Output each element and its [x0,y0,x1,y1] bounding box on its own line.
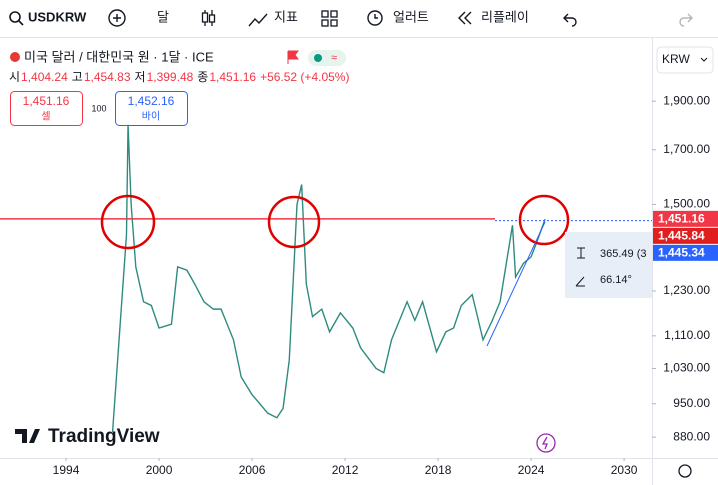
alert-icon[interactable] [367,10,383,26]
y-tick-label: 1,110.00 [664,328,710,342]
y-tick-label: 1,230.00 [663,283,710,297]
ohlc-value: 1,399.48 [147,70,194,84]
sell-price[interactable]: 1,451.16 [23,94,70,108]
measure-angle: 66.14° [600,274,632,286]
alert[interactable]: 얼러트 [393,9,429,24]
price-label-box [653,227,718,244]
ohlc-value: 1,404.24 [21,70,68,84]
search-icon[interactable] [9,11,21,23]
legend-title: 미국 달러 / 대한민국 원 · 1달 · ICE [24,49,214,64]
circle-annotations [100,194,570,250]
currency-caret [700,57,708,62]
indicators[interactable]: 지표 [274,9,298,24]
logo [15,429,40,443]
status-pill [308,50,346,66]
x-tick-label: 2012 [332,463,359,477]
change: +56.52 (+4.05%) [260,70,349,84]
sell-label[interactable]: 셀 [41,111,50,123]
status-wave: ≈ [331,52,337,64]
plot [0,124,652,433]
measure-distance: 365.49 (3 [600,248,646,260]
measure-icon [577,247,585,259]
ohlc-key: 시 [9,70,20,84]
ohlc-key: 종 [197,70,208,84]
toolbar [0,0,718,37]
buy-price[interactable]: 1,452.16 [128,94,175,108]
ohlc-row: 시 1,404.24 고 1,454.83 저 1,399.48 종 1,451.16 +56.… [9,70,349,84]
redo[interactable] [679,13,693,27]
price-label: 1,445.84 [658,229,705,243]
chart-type [208,14,216,23]
buy-label[interactable]: 바이 [142,111,160,123]
x-tick-label: 2000 [146,463,173,477]
watermark: TradingView [48,426,160,447]
flag-icon [10,52,20,62]
replay[interactable]: 리플레이 [481,9,529,24]
x-tick-label: 2030 [611,463,638,477]
y-tick-label: 1,900.00 [663,93,710,107]
events-icon [541,436,548,450]
search-icon [18,20,24,26]
trend-line [486,221,546,347]
add-symbol[interactable] [108,9,126,27]
ohlc-key: 저 [135,70,146,84]
market-open [314,54,322,62]
symbol[interactable]: USDKRW [28,9,87,24]
price-line [111,124,546,433]
x-tick-label: 1994 [53,463,80,477]
sell-button[interactable] [10,91,83,126]
events-icon[interactable] [536,433,556,453]
alert-icon [374,14,378,19]
price-label: 1,445.34 [658,246,705,260]
undo[interactable] [563,13,577,27]
x-tick-label: 2024 [518,463,545,477]
flag[interactable] [287,50,299,64]
y-tick-label: 950.00 [673,396,710,410]
measure-box [565,232,652,298]
x-tick-label: 2018 [425,463,452,477]
buy-button[interactable] [115,91,188,126]
y-tick-label: 1,030.00 [663,361,710,375]
currency[interactable]: KRW [662,52,690,66]
ohlc-value: 1,454.83 [84,70,131,84]
angle-icon [575,276,585,287]
settings[interactable] [678,464,692,478]
price-label: 1,451.16 [658,212,705,226]
ohlc-value: 1,451.16 [209,70,256,84]
x-tick-label: 2006 [239,463,266,477]
currency-button[interactable] [656,46,714,74]
chart-type [201,12,209,23]
y-tick-label: 880.00 [673,429,710,443]
y-tick-label: 1,500.00 [663,197,710,211]
ohlc-key: 고 [72,70,83,84]
y-tick-label: 1,700.00 [663,142,710,156]
interval[interactable]: 달 [157,9,169,24]
layout-icon[interactable] [321,10,338,27]
spread: 100 [91,103,106,113]
replay-icon[interactable] [458,11,472,25]
price-label-box [653,244,718,261]
add-symbol [113,14,121,22]
price-label-box [653,210,718,227]
indicators-icon[interactable] [248,13,268,27]
